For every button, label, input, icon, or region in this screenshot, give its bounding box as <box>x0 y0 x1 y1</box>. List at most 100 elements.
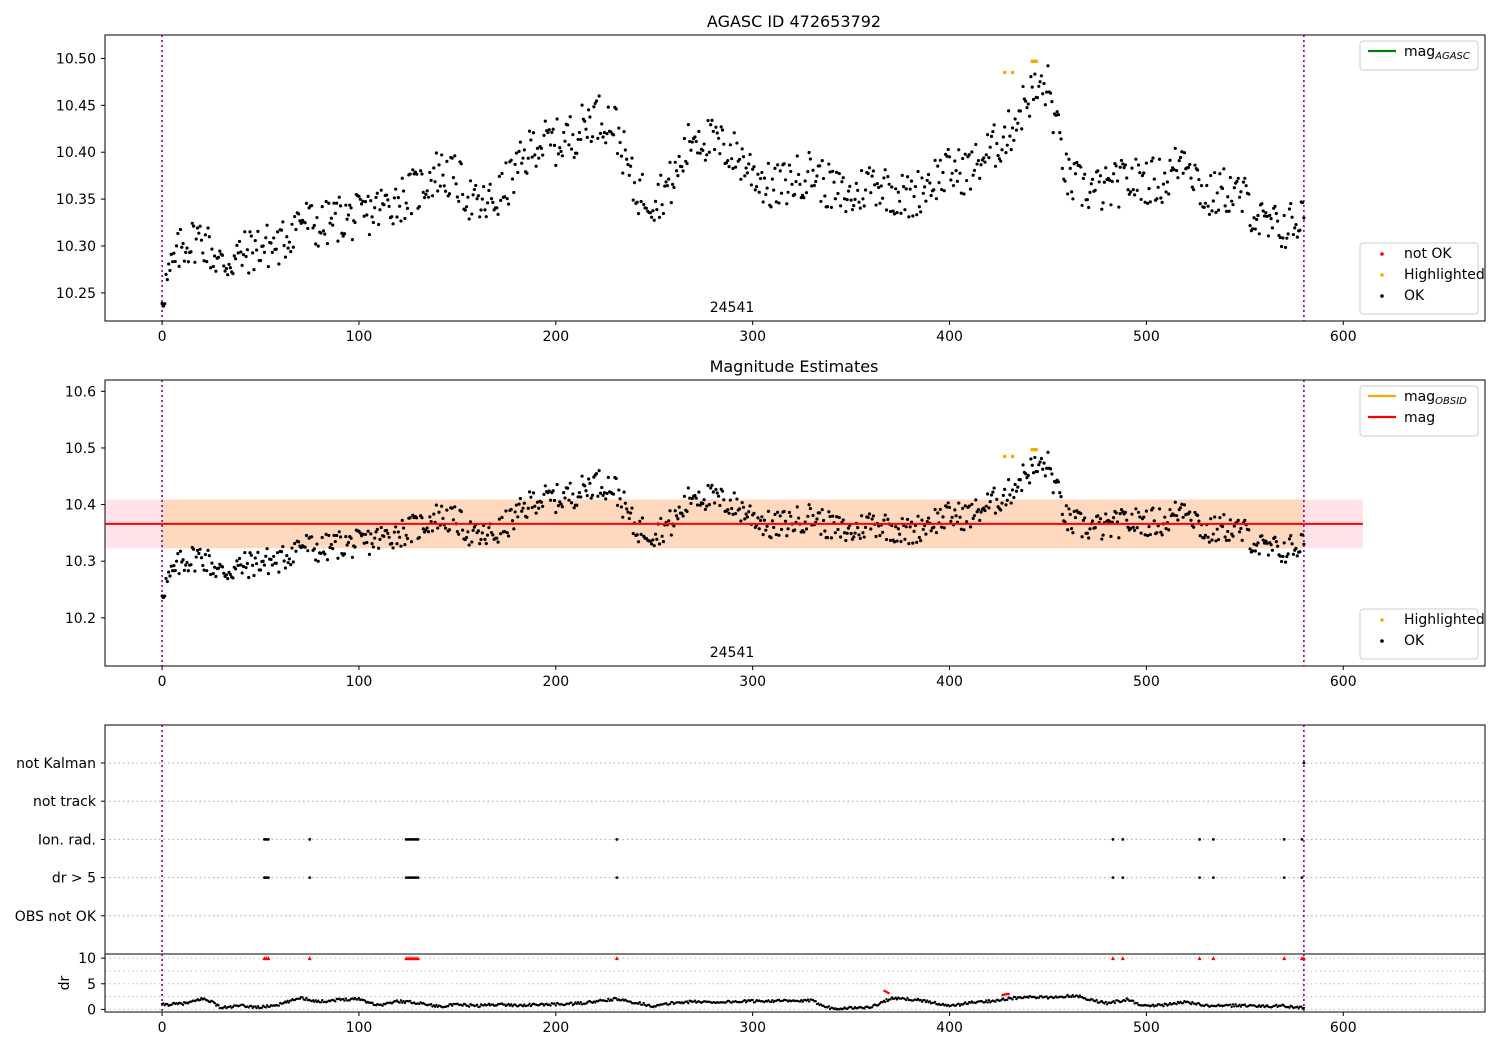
data-point-ok <box>529 495 533 499</box>
data-point-ok <box>470 540 474 544</box>
data-point-ok <box>730 506 734 511</box>
data-point-ok <box>186 260 190 264</box>
data-point-ok <box>1046 64 1050 68</box>
data-point-ok <box>1115 520 1120 524</box>
data-point-ok <box>940 525 944 529</box>
data-point-ok <box>560 505 564 509</box>
data-point-ok <box>1006 478 1011 482</box>
data-point-ok <box>1031 97 1036 102</box>
dr-capped-marker <box>307 956 312 961</box>
data-point-ok <box>1159 196 1163 200</box>
data-point-ok <box>323 232 327 236</box>
data-point-ok <box>353 545 357 549</box>
data-point-ok <box>1144 509 1148 513</box>
data-point-ok <box>682 136 687 141</box>
data-point-ok <box>342 232 347 236</box>
data-point-ok <box>787 163 792 167</box>
flag-marker <box>1111 838 1115 841</box>
dr-point <box>570 1001 573 1004</box>
data-point-ok <box>999 159 1003 163</box>
dr-point <box>579 1000 582 1004</box>
data-point-ok <box>450 156 454 160</box>
data-point-ok <box>875 181 879 186</box>
dr-point <box>905 998 908 1002</box>
data-point-ok <box>361 532 365 536</box>
data-point-ok <box>689 148 693 152</box>
dr-capped-marker <box>266 956 271 961</box>
x-tick-label: 100 <box>346 1020 373 1036</box>
data-point-ok <box>615 503 620 508</box>
data-point-ok <box>619 154 624 158</box>
data-point-ok <box>833 531 837 535</box>
flag-marker <box>406 838 410 841</box>
data-point-ok <box>1180 502 1184 506</box>
data-point-ok <box>1147 524 1151 529</box>
dr-point <box>1011 998 1014 1001</box>
data-point-ok <box>551 489 555 493</box>
data-point-ok <box>425 189 429 193</box>
data-point-ok <box>387 204 391 208</box>
dr-point <box>919 998 922 1002</box>
data-point-ok <box>1000 148 1004 152</box>
data-point-ok <box>757 527 761 531</box>
data-point-ok <box>1295 554 1299 558</box>
data-point-ok <box>210 247 214 251</box>
dr-point <box>668 1002 672 1006</box>
data-point-ok <box>264 236 268 240</box>
data-point-ok <box>398 204 402 208</box>
data-point-ok <box>509 507 513 512</box>
dr-point <box>572 1002 576 1006</box>
flag-marker <box>412 876 416 879</box>
data-point-ok <box>1167 528 1171 532</box>
data-point-ok <box>206 226 210 230</box>
data-point-ok <box>506 202 511 206</box>
data-point-ok <box>329 542 333 547</box>
data-point-ok <box>713 501 717 505</box>
data-point-ok <box>636 212 641 216</box>
data-point-ok <box>1018 109 1023 113</box>
data-point-ok <box>743 517 747 521</box>
data-point-ok <box>702 498 706 502</box>
data-point-ok <box>916 169 920 174</box>
data-point-ok <box>228 266 232 270</box>
data-point-ok <box>554 163 558 167</box>
data-point-ok <box>1148 532 1152 537</box>
data-point-ok <box>463 208 467 212</box>
data-point-ok <box>306 549 310 553</box>
data-point-ok <box>216 566 221 570</box>
data-point-ok <box>468 520 473 524</box>
data-point-ok <box>1089 182 1093 186</box>
data-point-ok <box>386 531 390 535</box>
dr-point <box>1229 1003 1232 1006</box>
data-point-ok <box>773 166 777 170</box>
data-point-ok <box>804 191 809 195</box>
data-point-ok <box>779 191 784 195</box>
data-point-ok <box>842 197 847 201</box>
data-point-ok <box>1139 197 1143 202</box>
data-point-ok <box>602 130 606 135</box>
data-point-ok <box>583 484 587 488</box>
data-point-ok <box>605 491 609 495</box>
data-point-ok <box>466 530 470 534</box>
data-point-ok <box>1243 176 1247 180</box>
dr-point <box>399 999 403 1002</box>
data-point-ok <box>798 182 802 187</box>
data-point-ok <box>1080 535 1084 539</box>
data-point-ok <box>594 472 599 476</box>
data-point-ok <box>167 570 171 574</box>
data-point-ok <box>529 138 533 142</box>
data-point-ok <box>379 525 383 530</box>
data-point-ok <box>239 250 243 254</box>
data-point-ok <box>877 185 881 190</box>
data-point-ok <box>979 510 983 514</box>
dr-point <box>1239 1005 1243 1008</box>
data-point-ok <box>1213 171 1217 175</box>
dr-point <box>527 1004 530 1007</box>
data-point-ok <box>1085 198 1089 202</box>
flag-marker <box>1300 876 1304 879</box>
data-point-ok <box>714 487 718 492</box>
data-point-ok <box>623 501 627 505</box>
data-point-ok <box>848 184 852 188</box>
data-point-ok <box>894 187 898 191</box>
data-point-ok <box>984 504 988 508</box>
